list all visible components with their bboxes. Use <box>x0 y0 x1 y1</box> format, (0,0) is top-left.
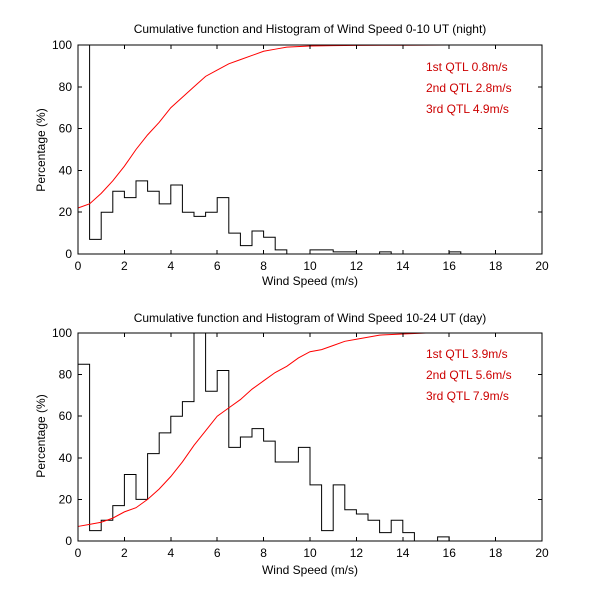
x-tick-label: 18 <box>489 546 503 560</box>
qtl-1-annotation: 1st QTL 3.9m/s <box>426 347 508 361</box>
y-tick-label: 40 <box>59 451 73 465</box>
chart-title: Cumulative function and Histogram of Win… <box>134 311 487 325</box>
x-tick-label: 12 <box>350 546 364 560</box>
x-tick-label: 4 <box>167 259 174 273</box>
x-axis-label: Wind Speed (m/s) <box>262 274 358 288</box>
chart-title: Cumulative function and Histogram of Win… <box>134 22 487 36</box>
y-tick-label: 100 <box>52 38 72 52</box>
plot-frame <box>77 332 543 542</box>
y-tick-label: 0 <box>65 247 72 261</box>
x-axis-label: Wind Speed (m/s) <box>262 563 358 577</box>
x-tick-label: 0 <box>75 259 82 273</box>
y-tick-label: 60 <box>59 122 73 136</box>
qtl-3-annotation: 3rd QTL 7.9m/s <box>426 389 509 403</box>
x-tick-label: 2 <box>121 546 128 560</box>
x-tick-label: 2 <box>121 259 128 273</box>
chart-day: Cumulative function and Histogram of Win… <box>34 311 549 577</box>
qtl-1-annotation: 1st QTL 0.8m/s <box>426 60 508 74</box>
qtl-3-annotation: 3rd QTL 4.9m/s <box>426 102 509 116</box>
histogram-series <box>77 332 542 542</box>
x-tick-label: 4 <box>167 546 174 560</box>
y-tick-label: 100 <box>52 326 72 340</box>
x-tick-label: 14 <box>396 546 410 560</box>
x-tick-label: 16 <box>443 259 457 273</box>
histogram-series <box>77 44 542 255</box>
y-tick-label: 60 <box>59 409 73 423</box>
x-tick-label: 6 <box>214 546 221 560</box>
plot-frame <box>77 44 543 255</box>
y-tick-label: 20 <box>59 205 73 219</box>
qtl-2-annotation: 2nd QTL 5.6m/s <box>426 368 512 382</box>
cumulative-series <box>77 332 542 527</box>
y-tick-label: 0 <box>65 534 72 548</box>
x-tick-label: 20 <box>535 546 549 560</box>
y-tick-label: 80 <box>59 368 73 382</box>
x-tick-label: 10 <box>303 546 317 560</box>
x-tick-label: 16 <box>443 546 457 560</box>
qtl-2-annotation: 2nd QTL 2.8m/s <box>426 81 512 95</box>
chart-night: Cumulative function and Histogram of Win… <box>34 22 549 288</box>
y-tick-label: 80 <box>59 80 73 94</box>
x-tick-label: 8 <box>260 259 267 273</box>
x-tick-label: 12 <box>350 259 364 273</box>
y-tick-label: 20 <box>59 492 73 506</box>
x-tick-label: 20 <box>535 259 549 273</box>
x-tick-label: 0 <box>75 546 82 560</box>
x-tick-label: 10 <box>303 259 317 273</box>
y-axis-label: Percentage (%) <box>34 108 48 191</box>
y-axis-label: Percentage (%) <box>34 394 48 477</box>
x-tick-label: 6 <box>214 259 221 273</box>
x-tick-label: 18 <box>489 259 503 273</box>
y-tick-label: 40 <box>59 163 73 177</box>
x-tick-label: 14 <box>396 259 410 273</box>
x-tick-label: 8 <box>260 546 267 560</box>
